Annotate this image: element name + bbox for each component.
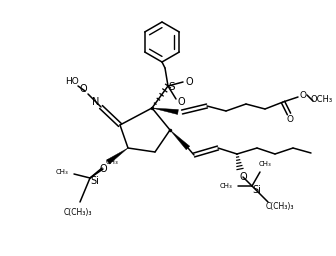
Text: C(CH₃)₃: C(CH₃)₃ bbox=[266, 202, 294, 211]
Text: O: O bbox=[299, 91, 306, 100]
Text: HO: HO bbox=[65, 78, 79, 87]
Text: C(CH₃)₃: C(CH₃)₃ bbox=[64, 208, 92, 217]
Text: N: N bbox=[92, 97, 100, 107]
Text: O: O bbox=[99, 164, 107, 174]
Polygon shape bbox=[152, 108, 178, 114]
Text: CH₃: CH₃ bbox=[56, 169, 68, 175]
Text: S: S bbox=[169, 82, 175, 92]
Polygon shape bbox=[170, 130, 190, 150]
Text: CH₃: CH₃ bbox=[106, 159, 118, 165]
Text: O: O bbox=[79, 84, 87, 94]
Text: OCH₃: OCH₃ bbox=[311, 95, 333, 104]
Text: O: O bbox=[287, 115, 294, 124]
Polygon shape bbox=[107, 148, 128, 164]
Text: O: O bbox=[239, 172, 247, 182]
Text: O: O bbox=[177, 97, 185, 107]
Text: O: O bbox=[185, 77, 193, 87]
Text: CH₃: CH₃ bbox=[259, 161, 271, 167]
Text: Si: Si bbox=[91, 176, 99, 186]
Text: Si: Si bbox=[253, 185, 261, 195]
Text: CH₃: CH₃ bbox=[220, 183, 233, 189]
